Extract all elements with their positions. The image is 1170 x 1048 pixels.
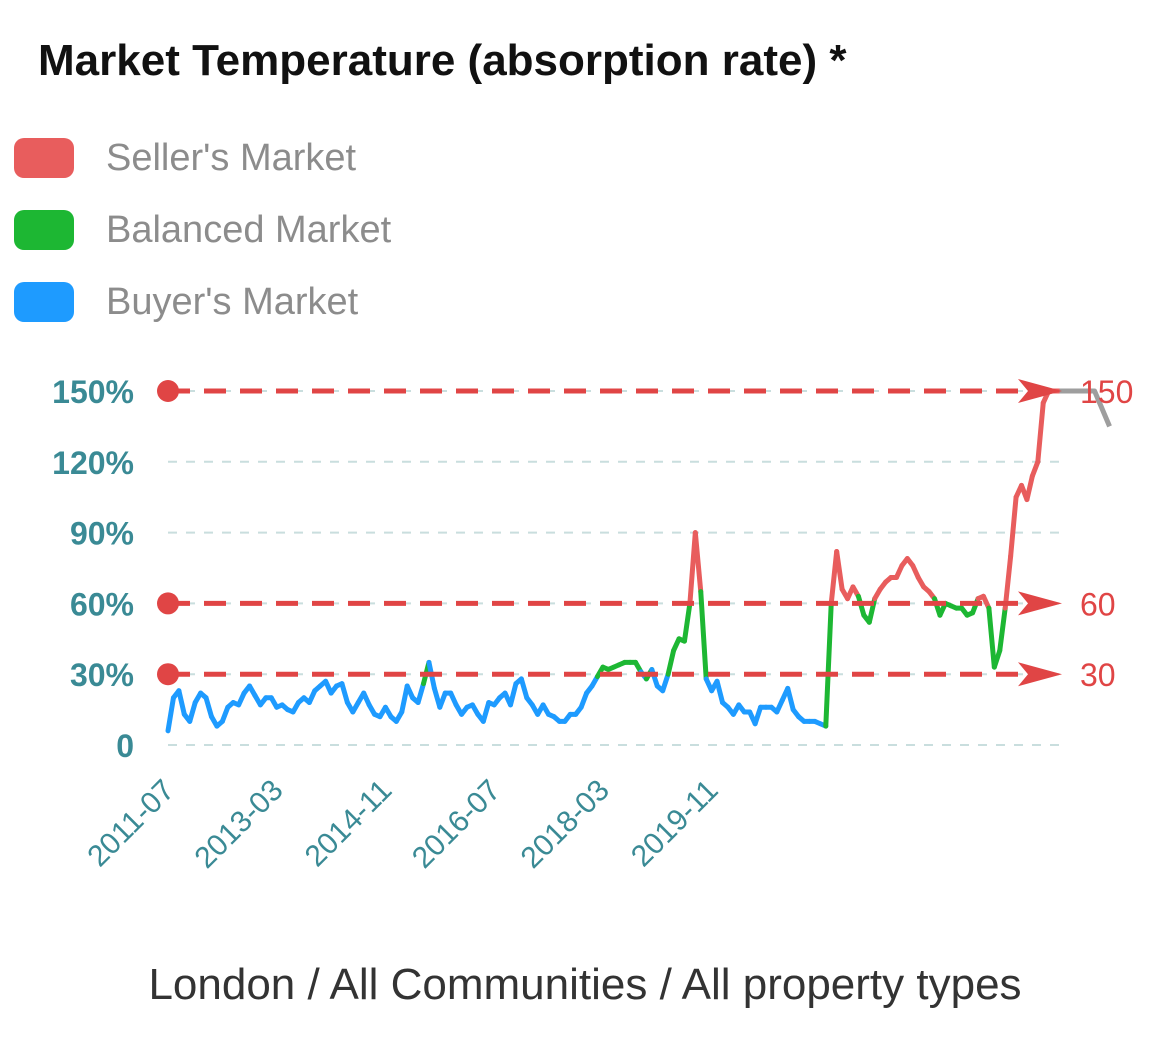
x-tick-label: 2013-03 xyxy=(188,774,289,875)
series-segment xyxy=(1024,473,1035,503)
threshold-arrow-30 xyxy=(1018,662,1062,687)
y-tick-label: 120% xyxy=(52,445,134,481)
x-tick-label: 2016-07 xyxy=(406,774,507,875)
threshold-label-150: 150 xyxy=(1080,374,1133,410)
legend: Seller's Market Balanced Market Buyer's … xyxy=(14,134,391,350)
series-segment xyxy=(823,600,834,729)
series-segment xyxy=(507,681,519,708)
series-segment xyxy=(518,676,530,701)
series-segment xyxy=(1008,494,1019,559)
series-segment xyxy=(480,700,492,724)
x-tick-label: 2014-11 xyxy=(299,774,399,874)
series-segment xyxy=(785,685,796,713)
threshold-dot-150 xyxy=(157,380,179,402)
y-tick-label: 150% xyxy=(52,374,134,410)
series-segment xyxy=(1035,400,1046,465)
series-segment xyxy=(176,688,187,717)
series-segment xyxy=(698,589,709,682)
threshold-label-30: 30 xyxy=(1080,657,1116,693)
legend-item-buyer[interactable]: Buyer's Market xyxy=(14,278,391,326)
legend-item-balanced[interactable]: Balanced Market xyxy=(14,206,391,254)
legend-item-seller[interactable]: Seller's Market xyxy=(14,134,391,182)
series-segment xyxy=(578,690,590,710)
series-segment xyxy=(986,605,997,670)
threshold-arrow-150 xyxy=(1018,379,1062,403)
series-segment xyxy=(203,695,214,720)
legend-label-seller: Seller's Market xyxy=(106,136,357,179)
threshold-label-60: 60 xyxy=(1080,586,1116,622)
series-segment xyxy=(399,683,410,715)
x-tick-label: 2019-11 xyxy=(625,774,725,874)
series-segment xyxy=(437,690,448,710)
series-segment xyxy=(165,695,176,734)
y-tick-label: 90% xyxy=(70,516,134,552)
legend-swatch-seller xyxy=(14,138,74,178)
series-segment xyxy=(997,605,1008,654)
x-tick-label: 2011-07 xyxy=(81,774,181,874)
legend-label-balanced: Balanced Market xyxy=(106,208,392,251)
series-segment xyxy=(339,681,350,706)
series-tail xyxy=(1059,388,1112,428)
series-segment xyxy=(991,648,1003,670)
y-tick-label: 30% xyxy=(70,657,134,693)
series-segment xyxy=(752,704,764,727)
legend-swatch-balanced xyxy=(14,210,74,250)
threshold-dot-60 xyxy=(157,592,179,615)
series-segment xyxy=(692,530,704,595)
series-segment xyxy=(665,648,677,677)
series-segment xyxy=(681,600,693,644)
y-tick-label: 60% xyxy=(70,586,134,622)
chart-title: Market Temperature (absorption rate) * xyxy=(38,36,847,85)
legend-swatch-buyer xyxy=(14,282,74,322)
line-chart: 030%60%90%120%150%2011-07 2013-03 2014-11 2… xyxy=(52,374,1133,875)
chart-footer: London / All Communities / All property … xyxy=(148,960,1022,1009)
series-segment xyxy=(415,681,427,706)
series-segment xyxy=(219,704,231,724)
threshold-dot-30 xyxy=(157,663,179,686)
series-segment xyxy=(660,671,671,694)
x-tick-label: 2018-03 xyxy=(515,774,616,875)
series-segment xyxy=(1029,459,1041,479)
legend-label-buyer: Buyer's Market xyxy=(106,280,359,323)
threshold-arrow-60 xyxy=(1018,591,1062,616)
series-segment xyxy=(714,678,726,706)
series-segment xyxy=(834,548,845,592)
y-tick-label: 0 xyxy=(116,728,134,764)
series-segment xyxy=(187,700,198,724)
series-segment xyxy=(1002,553,1014,611)
